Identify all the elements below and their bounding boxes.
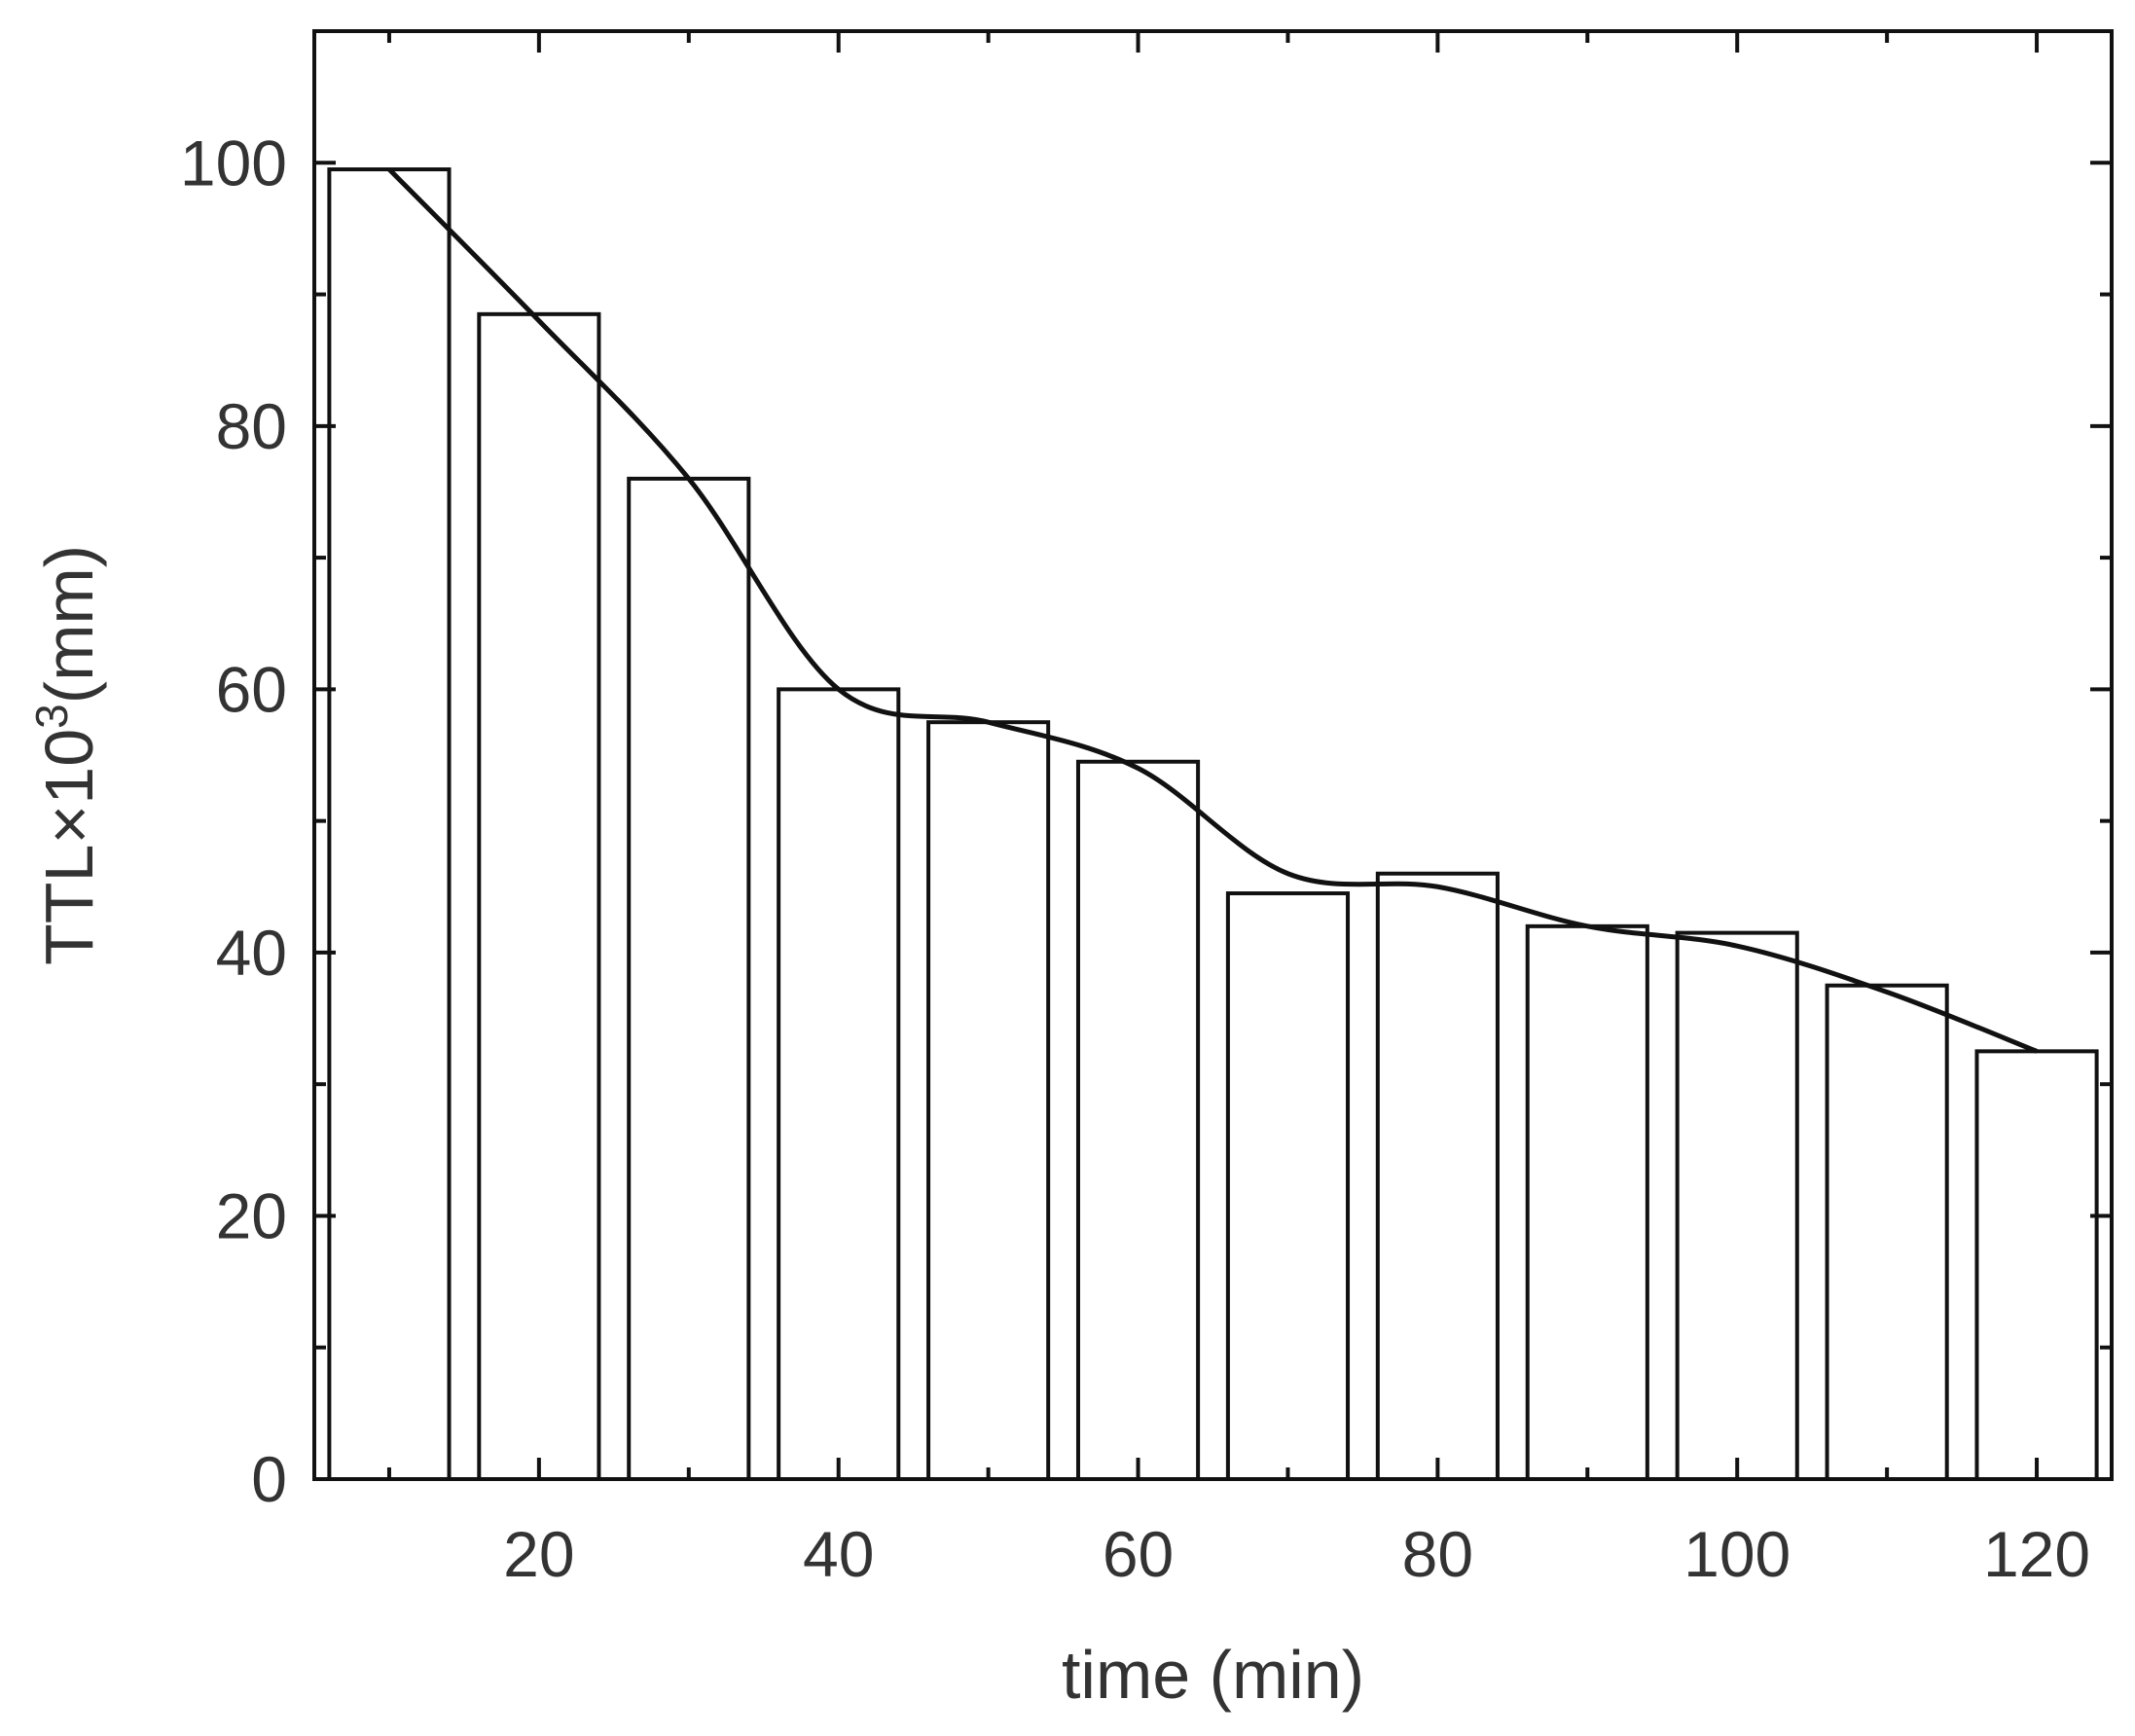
trend-line [387, 167, 2038, 1054]
y-tick-label-100: 100 [180, 127, 287, 199]
y-tick-label-0: 0 [251, 1443, 287, 1515]
bar-80 [1375, 871, 1500, 1481]
tick-labels-group: 20 40 60 80 100 120 0 20 40 60 80 100 [180, 127, 2090, 1590]
x-tick-label-100: 100 [1683, 1518, 1791, 1590]
y-axis-title-sup: 3 [26, 704, 77, 729]
x-tick-label-40: 40 [803, 1518, 874, 1590]
bar-50 [926, 720, 1051, 1481]
bar-60 [1075, 759, 1201, 1481]
bar-10 [327, 167, 452, 1481]
y-tick-label-80: 80 [216, 390, 287, 462]
y-tick-label-20: 20 [216, 1179, 287, 1251]
bar-70 [1225, 891, 1351, 1481]
ticks-group [314, 29, 2112, 1481]
y-axis-title-unit: (mm) [31, 545, 107, 704]
bar-20 [477, 311, 601, 1482]
x-axis-title: time (min) [1062, 1637, 1364, 1713]
y-tick-label-40: 40 [216, 917, 287, 989]
x-tick-label-80: 80 [1402, 1518, 1473, 1590]
bar-90 [1525, 923, 1649, 1481]
x-tick-label-20: 20 [503, 1518, 574, 1590]
plot-frame [312, 29, 2114, 1481]
bar-100 [1675, 930, 1799, 1481]
y-axis-title-main: TTL×10 [31, 729, 107, 965]
x-tick-label-60: 60 [1103, 1518, 1174, 1590]
bar-110 [1825, 983, 1949, 1482]
y-tick-label-60: 60 [216, 653, 287, 725]
bar-40 [777, 687, 901, 1481]
bar-120 [1974, 1049, 2099, 1481]
x-tick-label-120: 120 [1983, 1518, 2090, 1590]
bar-30 [627, 476, 751, 1482]
y-axis-title: TTL×103(mm) [26, 545, 107, 965]
